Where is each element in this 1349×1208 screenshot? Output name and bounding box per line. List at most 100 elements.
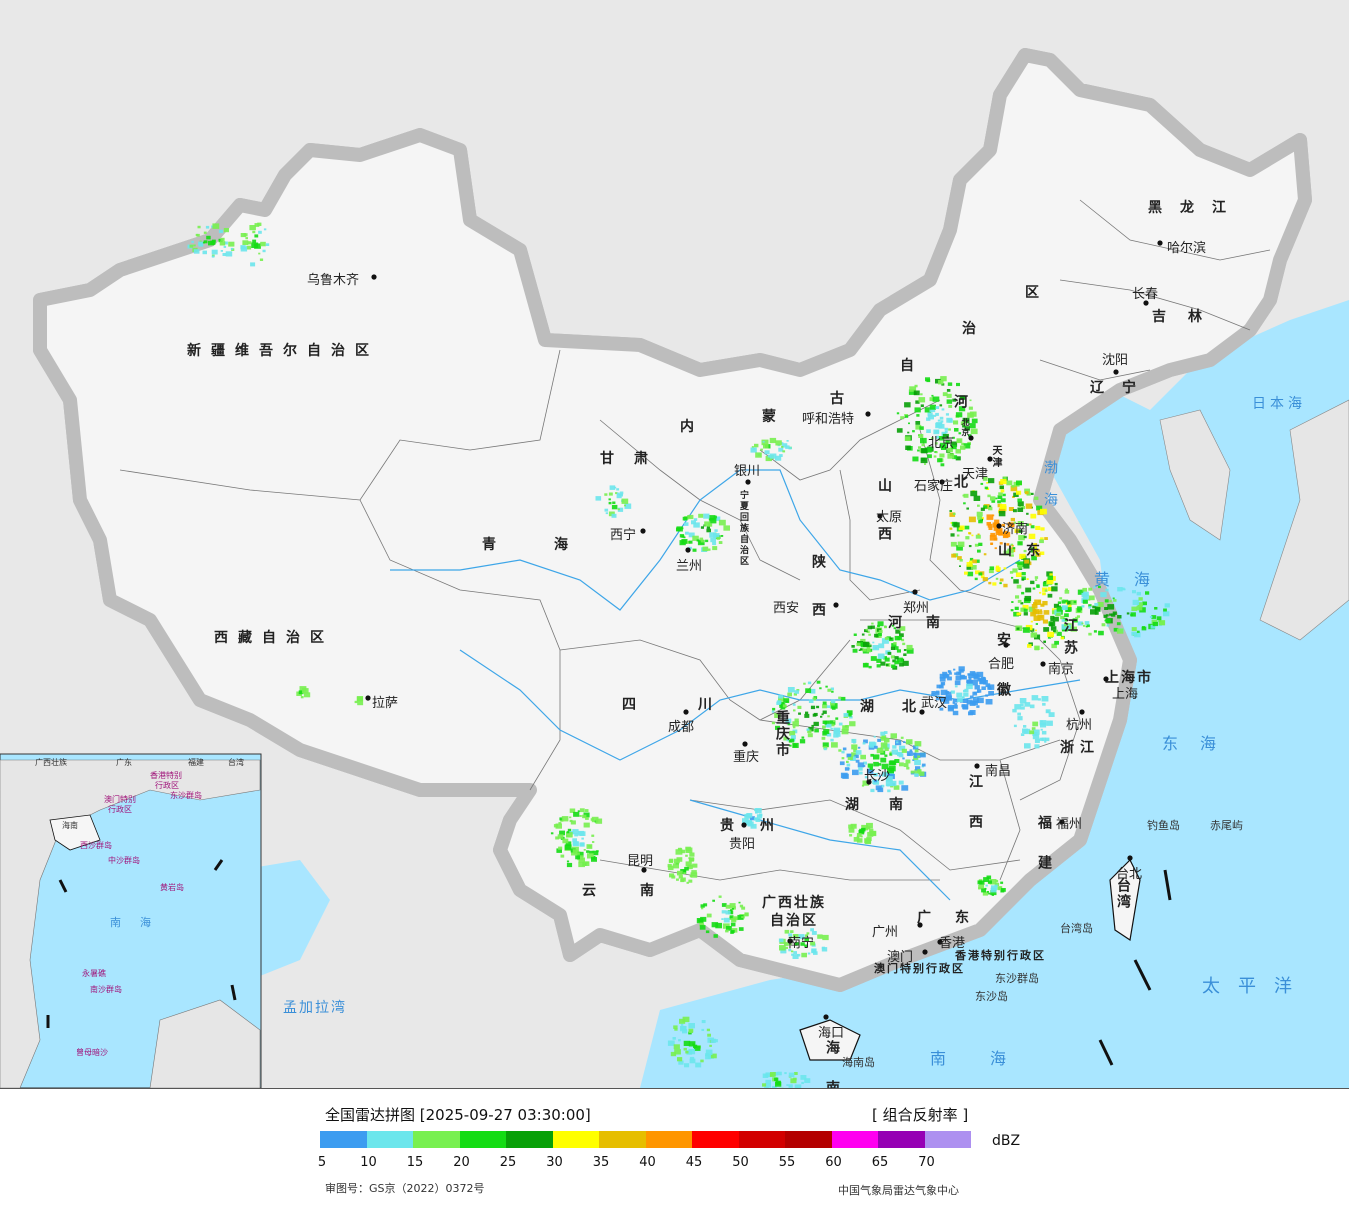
radar-echo (688, 1023, 695, 1029)
radar-echo (950, 541, 957, 547)
radar-echo (969, 557, 974, 561)
radar-echo (1013, 492, 1019, 497)
radar-echo (1050, 615, 1055, 620)
radar-echo (830, 701, 835, 706)
radar-echo (1104, 607, 1108, 610)
radar-echo (820, 715, 823, 718)
radar-echo (805, 711, 809, 715)
radar-echo (866, 649, 871, 653)
radar-echo (866, 836, 872, 842)
radar-echo (699, 922, 704, 927)
radar-echo (792, 721, 799, 727)
radar-echo (852, 769, 859, 776)
radar-echo (821, 713, 824, 716)
radar-echo (789, 738, 795, 743)
radar-echo (693, 1045, 701, 1051)
radar-echo (998, 508, 1006, 514)
radar-echo (970, 490, 978, 497)
radar-echo (867, 625, 873, 630)
radar-echo (912, 752, 917, 756)
radar-echo (583, 822, 590, 828)
radar-echo (558, 822, 562, 825)
radar-echo (680, 849, 686, 854)
radar-echo (954, 428, 959, 432)
radar-echo (822, 720, 827, 724)
radar-echo (801, 736, 805, 739)
city-marker (974, 763, 980, 769)
radar-echo (947, 704, 954, 710)
radar-echo (998, 492, 1003, 496)
radar-echo (894, 660, 900, 665)
radar-echo (831, 706, 836, 710)
radar-echo (1065, 624, 1071, 629)
radar-echo (953, 522, 960, 528)
radar-echo (219, 241, 226, 246)
radar-echo (559, 817, 564, 821)
radar-echo (240, 245, 246, 250)
radar-echo (1121, 587, 1125, 591)
radar-echo (941, 408, 945, 411)
radar-echo (785, 718, 792, 724)
radar-echo (1101, 623, 1106, 627)
radar-echo (853, 633, 857, 636)
radar-echo (846, 760, 849, 763)
radar-map[interactable]: 新疆维吾尔自治区 西藏自治区 青海 甘肃内蒙古自治区黑龙江 吉林 辽宁 宁夏回族自治区 陕西山… (0, 0, 1349, 1089)
radar-echo (1003, 567, 1007, 570)
radar-echo (863, 761, 867, 765)
radar-echo (1024, 491, 1029, 495)
radar-echo (1109, 613, 1112, 616)
radar-echo (934, 442, 938, 445)
radar-echo (696, 539, 700, 542)
radar-echo (935, 378, 941, 384)
radar-echo (896, 657, 903, 663)
radar-echo (935, 451, 938, 454)
radar-echo (574, 833, 578, 837)
radar-echo (890, 646, 895, 650)
radar-echo (701, 1028, 705, 1031)
radar-echo (878, 629, 883, 633)
radar-echo (576, 852, 580, 855)
radar-echo (709, 517, 717, 524)
radar-echo (792, 954, 799, 959)
radar-echo (1011, 485, 1015, 488)
radar-echo (959, 669, 964, 673)
radar-echo (1145, 591, 1150, 595)
radar-echo (1017, 712, 1021, 716)
scale-swatch (552, 1131, 599, 1148)
radar-echo (764, 450, 770, 455)
radar-echo (218, 229, 224, 234)
radar-echo (947, 382, 953, 386)
radar-echo (966, 699, 973, 705)
city-marker (683, 709, 689, 715)
radar-echo (982, 676, 985, 679)
radar-echo (1013, 611, 1019, 617)
radar-echo (1116, 628, 1124, 634)
radar-echo (679, 534, 685, 538)
radar-echo (824, 720, 830, 725)
radar-echo (672, 863, 679, 869)
radar-echo (1031, 695, 1039, 701)
radar-echo (253, 243, 257, 246)
radar-echo (1046, 710, 1049, 713)
radar-echo (1126, 612, 1130, 615)
radar-echo (810, 928, 814, 932)
radar-echo (1000, 498, 1006, 503)
radar-echo (1029, 730, 1035, 735)
radar-echo (937, 458, 943, 463)
radar-echo (580, 842, 585, 846)
radar-echo (992, 582, 997, 586)
radar-echo (1042, 619, 1048, 624)
radar-echo (754, 443, 759, 448)
radar-echo (254, 234, 259, 238)
radar-echo (608, 501, 612, 505)
radar-echo (693, 1044, 698, 1048)
radar-echo (958, 525, 965, 531)
radar-echo (1022, 627, 1030, 633)
radar-echo (1039, 539, 1044, 544)
radar-echo (1136, 630, 1140, 633)
radar-echo (693, 522, 700, 528)
radar-echo (881, 735, 887, 739)
radar-echo (858, 746, 861, 749)
radar-echo (1164, 603, 1170, 608)
radar-echo (1021, 576, 1026, 580)
